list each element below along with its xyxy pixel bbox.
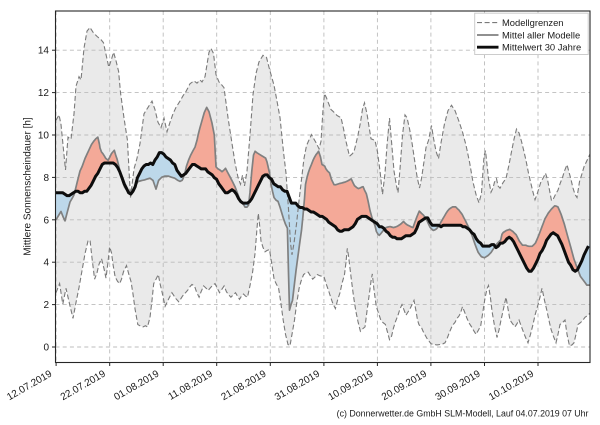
svg-text:8: 8 bbox=[43, 173, 49, 184]
svg-text:(c) Donnerwetter.de GmbH SLM-M: (c) Donnerwetter.de GmbH SLM-Modell, Lau… bbox=[337, 409, 589, 419]
svg-text:Modellgrenzen: Modellgrenzen bbox=[502, 17, 564, 28]
svg-text:Mittelwert 30 Jahre: Mittelwert 30 Jahre bbox=[502, 42, 581, 53]
svg-text:0: 0 bbox=[43, 343, 49, 354]
svg-text:2: 2 bbox=[43, 300, 49, 311]
svg-text:4: 4 bbox=[43, 258, 49, 269]
svg-text:12: 12 bbox=[38, 88, 50, 99]
svg-text:Mittel aller Modelle: Mittel aller Modelle bbox=[502, 29, 580, 40]
svg-text:Mittlere Sonnenscheindauer [h]: Mittlere Sonnenscheindauer [h] bbox=[23, 117, 34, 256]
svg-text:14: 14 bbox=[38, 46, 50, 57]
svg-text:6: 6 bbox=[43, 215, 49, 226]
svg-text:10: 10 bbox=[38, 131, 50, 142]
